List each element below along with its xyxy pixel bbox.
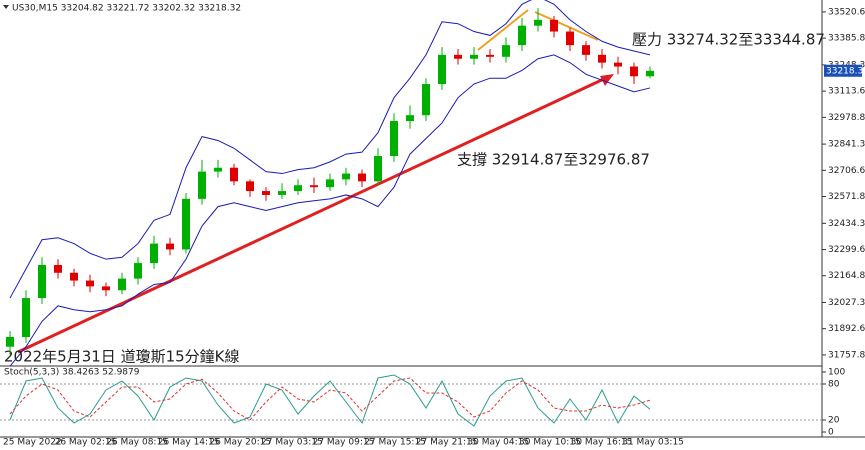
- x-tick-label: 27 May 09:15: [313, 438, 375, 448]
- candle-body: [246, 181, 254, 192]
- x-tick-label: 26 May 14:15: [158, 438, 220, 448]
- candle-body: [230, 167, 238, 182]
- support-trendline: [17, 76, 607, 354]
- stoch-line: [9, 374, 651, 427]
- x-tick-label: 27 May 15:15: [364, 438, 426, 448]
- candle-body: [262, 191, 270, 195]
- x-tick-label: 26 May 08:15: [106, 438, 168, 448]
- x-tick-label: 25 May 2022: [3, 438, 62, 448]
- chart-caption: 2022年5月31日 道瓊斯15分鐘K線: [4, 348, 240, 366]
- bollinger-band: [9, 54, 651, 367]
- candle-body: [566, 31, 574, 46]
- stoch-line: [9, 377, 651, 421]
- candle-body: [166, 243, 174, 250]
- y-tick-label: 33113.60: [828, 87, 865, 97]
- candle-body: [6, 336, 14, 347]
- price-tag-box: [824, 64, 862, 77]
- y-tick-label: 33520.60: [828, 7, 865, 17]
- y-tick-label: 32434.35: [828, 219, 865, 229]
- candle-body: [86, 280, 94, 287]
- candle-body: [278, 191, 286, 195]
- y-tick-label: 100: [828, 368, 845, 378]
- x-tick-label: 30 May 16:15: [571, 438, 633, 448]
- candle-body: [342, 173, 350, 180]
- candle-body: [310, 185, 318, 188]
- candle-body: [518, 25, 526, 46]
- candle-body: [182, 198, 190, 250]
- y-tick-label: 32978.85: [828, 113, 865, 123]
- candle-body: [598, 54, 606, 63]
- x-tick-label: 26 May 02:15: [55, 438, 117, 448]
- y-tick-label: 32841.35: [828, 140, 865, 150]
- candle-body: [134, 263, 142, 279]
- candle-body: [374, 156, 382, 182]
- candle-body: [118, 278, 126, 291]
- candle-body: [502, 45, 510, 57]
- bollinger-band: [9, 0, 651, 299]
- resistance-note: 壓力 33274.32至33344.87: [632, 31, 825, 49]
- y-tick-label: 32027.35: [828, 298, 865, 308]
- candle-body: [102, 286, 110, 291]
- y-tick-label: 80: [828, 380, 840, 390]
- candle-body: [422, 84, 430, 116]
- y-tick-label: 20: [828, 416, 840, 426]
- x-tick-label: 27 May 03:15: [261, 438, 323, 448]
- x-tick-label: 27 May 21:15: [416, 438, 478, 448]
- support-note: 支撐 32914.87至32976.87: [457, 151, 650, 169]
- candle-body: [326, 179, 334, 188]
- candle-body: [22, 298, 30, 337]
- x-tick-label: 30 May 04:15: [467, 438, 529, 448]
- y-tick-label: 32164.85: [828, 271, 865, 281]
- resistance-line: [477, 9, 529, 51]
- candle-body: [214, 167, 222, 172]
- candle-body: [38, 264, 46, 299]
- candle-body: [150, 243, 158, 264]
- y-tick-label: 31892.60: [828, 324, 865, 334]
- candle-body: [294, 185, 302, 192]
- y-tick-label: 32571.85: [828, 192, 865, 202]
- candle-body: [54, 264, 62, 273]
- candle-body: [390, 121, 398, 157]
- x-tick-label: 26 May 20:15: [209, 438, 271, 448]
- resistance-line: [534, 11, 599, 41]
- candle-body: [438, 54, 446, 85]
- y-tick-label: 33385.85: [828, 34, 865, 44]
- candle-body: [630, 66, 638, 77]
- candle-body: [646, 70, 654, 77]
- y-tick-label: 32706.60: [828, 166, 865, 176]
- candle-body: [406, 115, 414, 122]
- candle-body: [614, 62, 622, 67]
- candle-body: [550, 19, 558, 32]
- x-tick-label: 31 May 03:15: [622, 438, 684, 448]
- price-tag: 33218.32: [826, 66, 865, 76]
- candle-body: [454, 54, 462, 59]
- menu-icon: [3, 5, 9, 9]
- x-tick-label: 30 May 10:15: [519, 438, 581, 448]
- candle-body: [70, 272, 78, 281]
- stoch-header: Stoch(5,3,3) 38.4263 52.9879: [4, 368, 140, 378]
- candle-body: [582, 45, 590, 55]
- y-tick-label: 32299.60: [828, 245, 865, 255]
- candle-body: [358, 173, 366, 182]
- candle-body: [534, 19, 542, 26]
- candle-body: [470, 54, 478, 59]
- candle-body: [198, 171, 206, 199]
- trendline-arrow: [600, 74, 614, 86]
- y-tick-label: 31757.85: [828, 350, 865, 360]
- y-tick-label: 0: [828, 428, 834, 438]
- candle-body: [486, 54, 494, 57]
- symbol-header: US30,M15 33204.82 33221.72 33202.32 3321…: [12, 4, 241, 14]
